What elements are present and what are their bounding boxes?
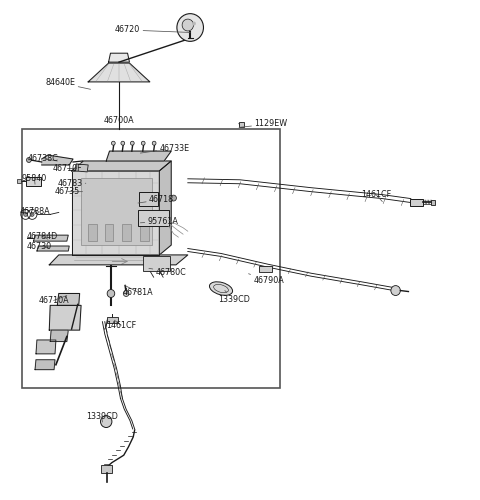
Bar xyxy=(101,464,112,473)
Text: 46730: 46730 xyxy=(26,242,52,250)
Text: 46718: 46718 xyxy=(138,195,174,204)
Text: 46733E: 46733E xyxy=(140,144,190,153)
Bar xyxy=(105,224,113,241)
Polygon shape xyxy=(159,161,171,255)
Polygon shape xyxy=(75,164,88,172)
Polygon shape xyxy=(50,330,68,342)
Circle shape xyxy=(107,290,115,298)
Bar xyxy=(81,178,152,245)
Polygon shape xyxy=(42,155,73,165)
Polygon shape xyxy=(130,63,150,82)
Text: 46710F: 46710F xyxy=(53,164,82,173)
Text: 46788A: 46788A xyxy=(19,207,50,216)
Polygon shape xyxy=(49,306,81,330)
Text: 1339CD: 1339CD xyxy=(219,290,251,304)
Text: 46783: 46783 xyxy=(57,179,86,188)
Bar xyxy=(88,224,96,241)
Circle shape xyxy=(152,141,156,145)
Polygon shape xyxy=(88,63,150,82)
Circle shape xyxy=(177,14,204,42)
Polygon shape xyxy=(34,235,68,241)
Bar xyxy=(138,210,169,226)
Text: 46738C: 46738C xyxy=(27,154,58,163)
Text: 84640E: 84640E xyxy=(46,78,91,90)
Bar xyxy=(410,198,423,205)
Bar xyxy=(143,256,170,271)
Text: 1339CD: 1339CD xyxy=(86,412,118,422)
Text: 95761A: 95761A xyxy=(140,217,179,226)
Circle shape xyxy=(26,158,31,162)
Circle shape xyxy=(121,141,125,145)
Bar xyxy=(22,129,280,388)
Bar xyxy=(17,180,21,183)
Circle shape xyxy=(30,212,34,216)
Polygon shape xyxy=(36,340,56,354)
Text: 46781A: 46781A xyxy=(122,286,153,296)
Text: 46790A: 46790A xyxy=(249,274,284,285)
Text: 46784D: 46784D xyxy=(26,232,58,240)
Bar xyxy=(122,224,131,241)
Bar xyxy=(25,177,41,186)
Text: 46720: 46720 xyxy=(115,26,190,35)
Text: 1461CF: 1461CF xyxy=(106,320,136,330)
Text: 1461CF: 1461CF xyxy=(361,190,391,202)
Polygon shape xyxy=(49,255,188,265)
Circle shape xyxy=(123,290,129,296)
Bar xyxy=(140,224,149,241)
Polygon shape xyxy=(108,53,130,62)
Circle shape xyxy=(171,195,177,201)
Bar xyxy=(431,200,435,204)
Circle shape xyxy=(182,19,193,31)
Text: 46735: 46735 xyxy=(55,187,83,196)
Circle shape xyxy=(24,212,27,216)
Polygon shape xyxy=(57,294,80,306)
Bar xyxy=(259,266,272,272)
Text: 1129EW: 1129EW xyxy=(239,120,288,128)
Polygon shape xyxy=(37,246,69,251)
Bar xyxy=(139,192,158,205)
Circle shape xyxy=(100,416,112,428)
Circle shape xyxy=(131,141,134,145)
Polygon shape xyxy=(72,161,171,171)
Ellipse shape xyxy=(209,282,233,296)
Polygon shape xyxy=(72,171,159,255)
Text: 46780C: 46780C xyxy=(149,268,186,277)
Circle shape xyxy=(141,141,145,145)
Polygon shape xyxy=(106,151,171,161)
Circle shape xyxy=(111,141,115,145)
Bar xyxy=(239,122,244,128)
Polygon shape xyxy=(88,63,108,82)
Bar xyxy=(107,317,118,323)
Polygon shape xyxy=(35,360,55,370)
Circle shape xyxy=(192,22,196,26)
Circle shape xyxy=(391,286,400,296)
Text: 46710A: 46710A xyxy=(38,296,69,305)
Text: 46700A: 46700A xyxy=(104,116,134,125)
Text: 95840: 95840 xyxy=(22,174,47,184)
